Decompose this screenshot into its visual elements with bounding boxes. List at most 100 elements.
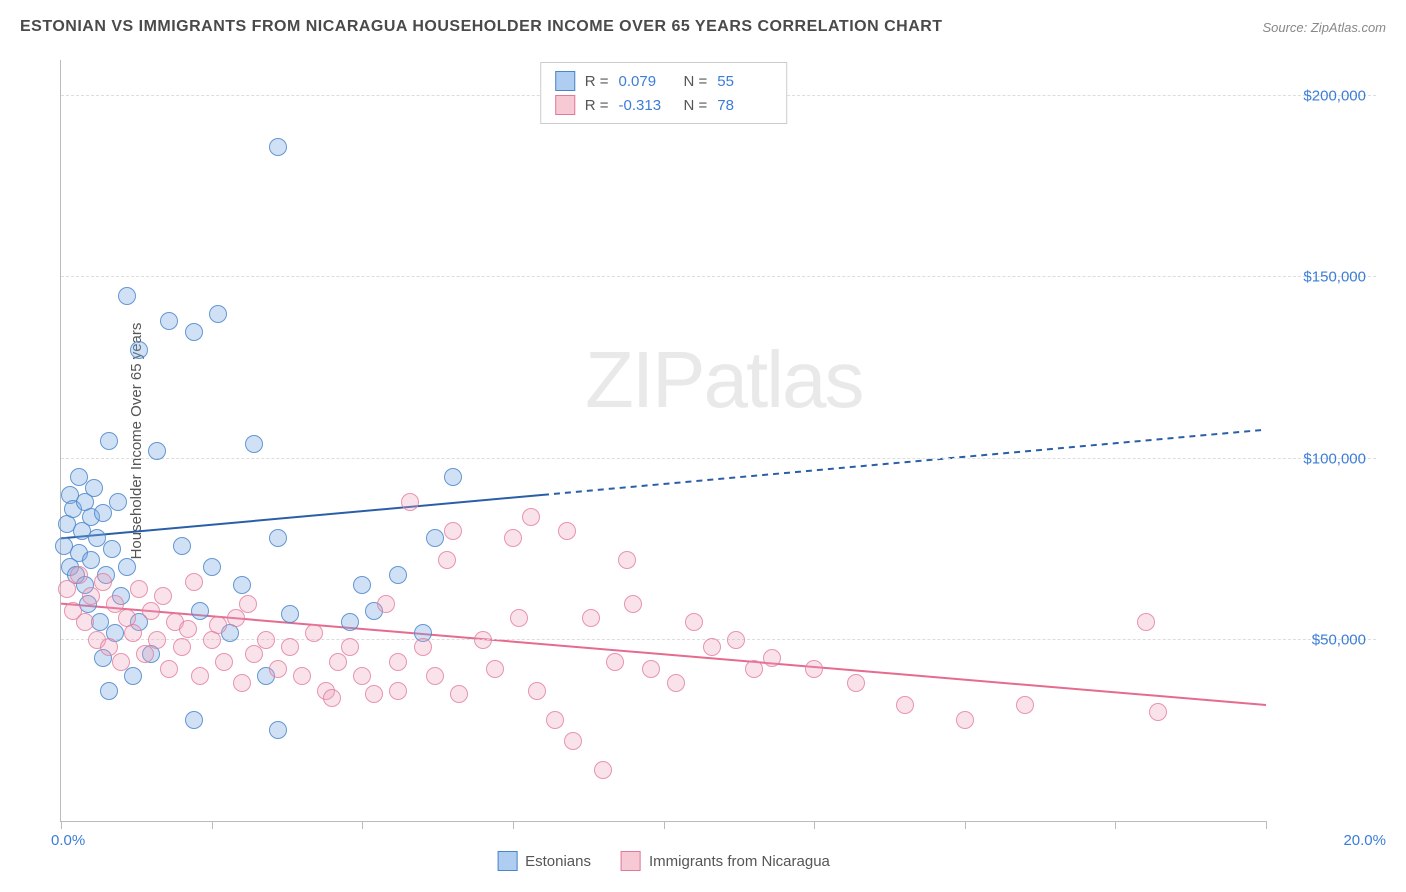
data-point — [233, 674, 251, 692]
data-point — [642, 660, 660, 678]
x-tick — [513, 821, 514, 829]
series-legend: Estonians Immigrants from Nicaragua — [497, 851, 830, 871]
data-point — [124, 624, 142, 642]
data-point — [685, 613, 703, 631]
x-tick — [61, 821, 62, 829]
data-point — [58, 580, 76, 598]
data-point — [118, 558, 136, 576]
data-point — [389, 653, 407, 671]
data-point — [209, 305, 227, 323]
y-tick-label: $200,000 — [1276, 88, 1366, 105]
data-point — [667, 674, 685, 692]
data-point — [389, 566, 407, 584]
data-point — [136, 645, 154, 663]
data-point — [474, 631, 492, 649]
chart-title: ESTONIAN VS IMMIGRANTS FROM NICARAGUA HO… — [20, 18, 943, 36]
data-point — [745, 660, 763, 678]
data-point — [179, 620, 197, 638]
data-point — [103, 540, 121, 558]
data-point — [377, 595, 395, 613]
data-point — [100, 682, 118, 700]
data-point — [606, 653, 624, 671]
data-point — [215, 653, 233, 671]
gridline — [61, 458, 1376, 459]
data-point — [389, 682, 407, 700]
data-point — [76, 613, 94, 631]
data-point — [558, 522, 576, 540]
data-point — [118, 287, 136, 305]
data-point — [281, 638, 299, 656]
data-point — [148, 631, 166, 649]
data-point — [582, 609, 600, 627]
data-point — [401, 493, 419, 511]
y-tick-label: $150,000 — [1276, 269, 1366, 286]
swatch-pink — [555, 95, 575, 115]
data-point — [130, 341, 148, 359]
y-tick-label: $50,000 — [1276, 631, 1366, 648]
data-point — [847, 674, 865, 692]
data-point — [142, 602, 160, 620]
data-point — [504, 529, 522, 547]
swatch-blue — [497, 851, 517, 871]
data-point — [341, 613, 359, 631]
data-point — [70, 566, 88, 584]
data-point — [269, 529, 287, 547]
data-point — [173, 537, 191, 555]
data-point — [85, 479, 103, 497]
data-point — [444, 522, 462, 540]
data-point — [305, 624, 323, 642]
data-point — [956, 711, 974, 729]
gridline — [61, 276, 1376, 277]
data-point — [546, 711, 564, 729]
chart-header: ESTONIAN VS IMMIGRANTS FROM NICARAGUA HO… — [20, 18, 1386, 36]
legend-item-estonians: Estonians — [497, 851, 591, 871]
data-point — [185, 711, 203, 729]
data-point — [438, 551, 456, 569]
data-point — [82, 551, 100, 569]
swatch-blue — [555, 71, 575, 91]
legend-row-estonians: R = 0.079 N = 55 — [555, 69, 773, 93]
data-point — [233, 576, 251, 594]
data-point — [486, 660, 504, 678]
data-point — [185, 573, 203, 591]
y-tick-label: $100,000 — [1276, 450, 1366, 467]
data-point — [426, 529, 444, 547]
x-tick — [212, 821, 213, 829]
x-tick — [664, 821, 665, 829]
data-point — [323, 689, 341, 707]
data-point — [564, 732, 582, 750]
source-attribution: Source: ZipAtlas.com — [1262, 20, 1386, 35]
data-point — [269, 721, 287, 739]
data-point — [510, 609, 528, 627]
x-axis-max-label: 20.0% — [1343, 832, 1386, 849]
data-point — [130, 580, 148, 598]
legend-item-nicaragua: Immigrants from Nicaragua — [621, 851, 830, 871]
watermark: ZIPatlas — [585, 334, 862, 426]
data-point — [94, 573, 112, 591]
data-point — [227, 609, 245, 627]
chart-area: Householder Income Over 65 years ZIPatla… — [60, 60, 1376, 822]
data-point — [185, 323, 203, 341]
data-point — [257, 631, 275, 649]
data-point — [239, 595, 257, 613]
data-point — [245, 645, 263, 663]
data-point — [160, 312, 178, 330]
data-point — [329, 653, 347, 671]
data-point — [414, 638, 432, 656]
data-point — [353, 667, 371, 685]
data-point — [624, 595, 642, 613]
x-axis-min-label: 0.0% — [51, 832, 85, 849]
data-point — [365, 685, 383, 703]
x-tick — [1115, 821, 1116, 829]
plot-region: ZIPatlas R = 0.079 N = 55 R = -0.313 N =… — [60, 60, 1266, 822]
data-point — [281, 605, 299, 623]
data-point — [618, 551, 636, 569]
legend-row-nicaragua: R = -0.313 N = 78 — [555, 93, 773, 117]
data-point — [293, 667, 311, 685]
data-point — [594, 761, 612, 779]
trend-lines — [61, 60, 1266, 821]
data-point — [148, 442, 166, 460]
data-point — [154, 587, 172, 605]
data-point — [245, 435, 263, 453]
data-point — [191, 667, 209, 685]
